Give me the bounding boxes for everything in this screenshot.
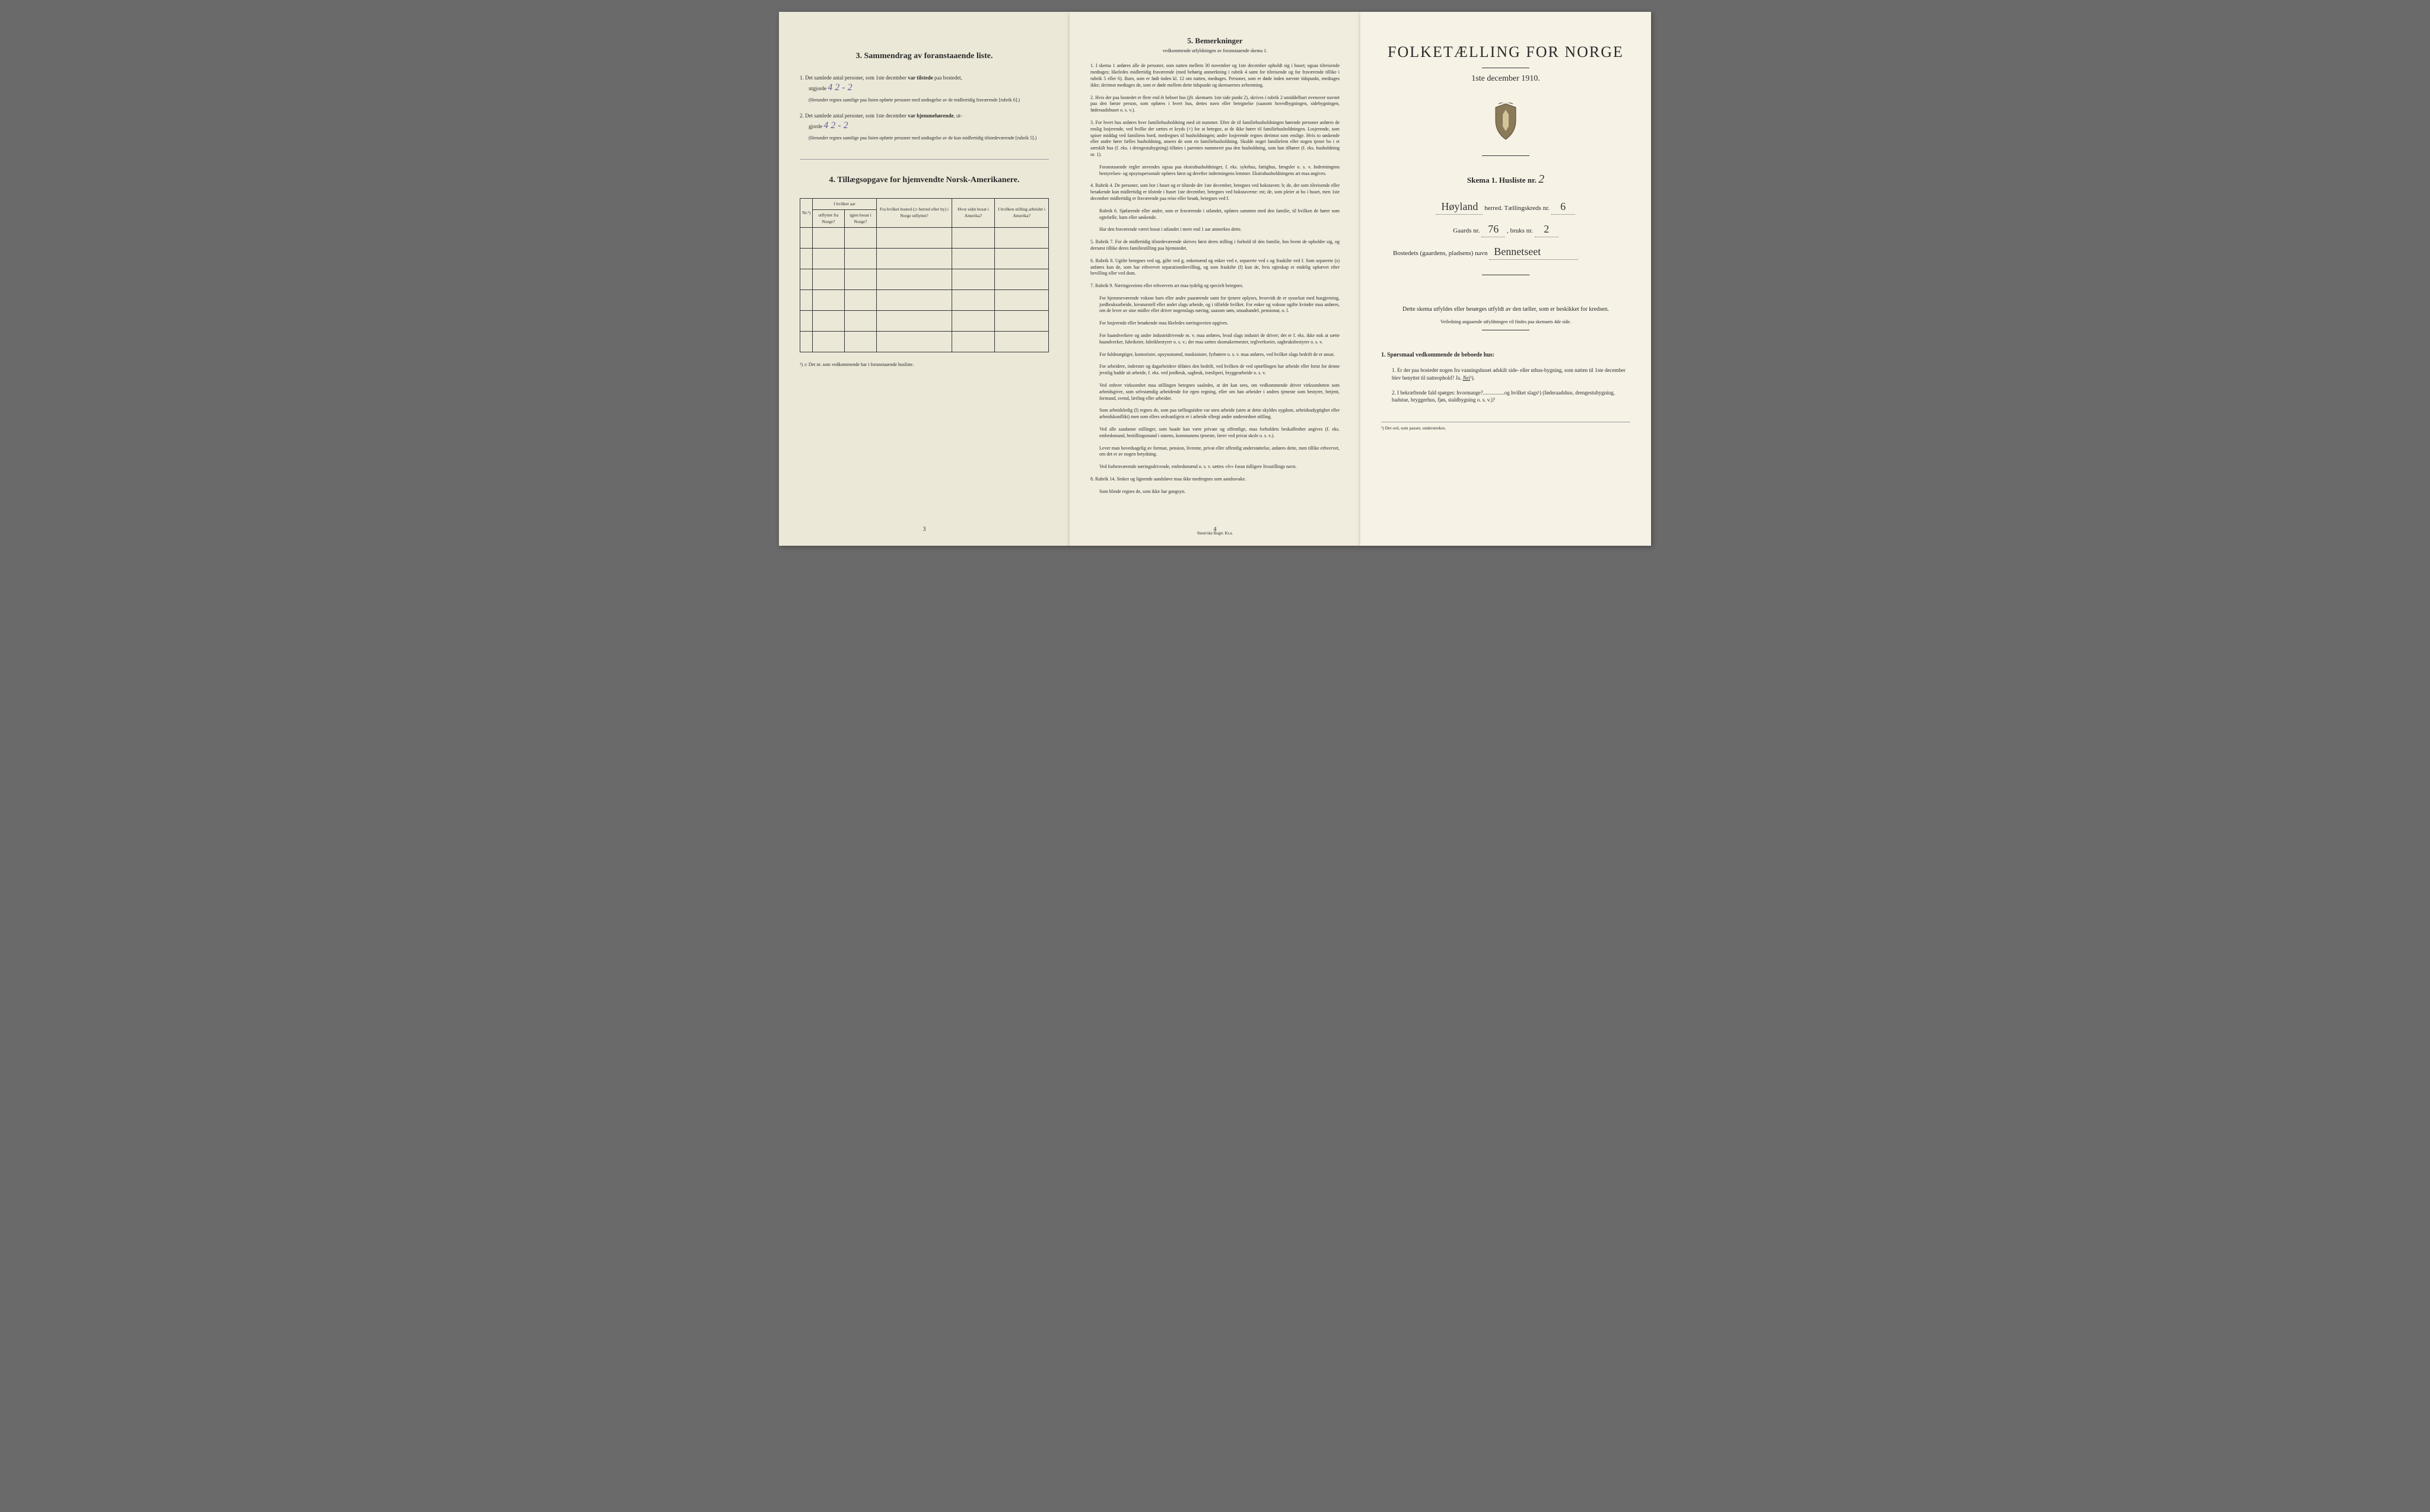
bemerk-item: Som arbeidsledig (l) regnes de, som paa … bbox=[1099, 408, 1340, 421]
divider bbox=[800, 159, 1049, 160]
question-2: 2. I bekræftende fald spørges: hvormange… bbox=[1392, 389, 1630, 404]
section-4-title: 4. Tillægsopgave for hjemvendte Norsk-Am… bbox=[800, 174, 1049, 186]
page-number: 3 bbox=[923, 526, 926, 534]
table-row bbox=[800, 249, 1049, 269]
bemerk-item: 6. Rubrik 8. Ugifte betegnes ved ug, gif… bbox=[1090, 258, 1340, 277]
bemerk-item: 5. Rubrik 7. For de midlertidig tilstede… bbox=[1090, 239, 1340, 252]
bemerk-item: Har den fraværende været bosat i utlande… bbox=[1099, 227, 1340, 233]
bemerk-item: For fuldmægtiger, kontorister, opsynsmæn… bbox=[1099, 352, 1340, 358]
table-row bbox=[800, 269, 1049, 290]
th-amerika: Hvor sidst bosat i Amerika? bbox=[952, 198, 995, 228]
bosted-line: Bostedets (gaardens, pladsens) navn Benn… bbox=[1393, 244, 1630, 260]
q1-nei: Nei bbox=[1462, 375, 1470, 381]
bemerk-item: Som blinde regnes de, som ikke har gangs… bbox=[1099, 489, 1340, 495]
item-1-note: (Herunder regnes samtlige paa listen opf… bbox=[809, 97, 1049, 103]
th-bosat: igjen bosat i Norge? bbox=[844, 210, 877, 228]
question-1: 1. Er der paa bostedet nogen fra vaaning… bbox=[1392, 367, 1630, 381]
table-row bbox=[800, 311, 1049, 332]
item-1-bold: var tilstede bbox=[908, 75, 933, 81]
item-1: 1. Det samlede antal personer, som 1ste … bbox=[800, 74, 1049, 103]
instructions: Dette skema utfyldes eller besørges utfy… bbox=[1381, 305, 1630, 314]
item-1-utgjorde: utgjorde bbox=[809, 85, 826, 91]
th-utflyttet: utflyttet fra Norge? bbox=[813, 210, 844, 228]
item-2-text2: , ut- bbox=[953, 113, 962, 119]
item-2-gjorde: gjorde bbox=[809, 123, 822, 129]
page-1: 3. Sammendrag av foranstaaende liste. 1.… bbox=[779, 12, 1070, 546]
item-1-text: 1. Det samlede antal personer, som 1ste … bbox=[800, 75, 908, 81]
bemerk-item: 7. Rubrik 9. Næringsveiens eller erhverv… bbox=[1090, 283, 1340, 289]
kreds-handwritten: 6 bbox=[1551, 199, 1575, 215]
bemerk-item: 2. Hvis der paa bostedet er flere end ét… bbox=[1090, 95, 1340, 114]
table-row bbox=[800, 332, 1049, 352]
instructions-sub: Veiledning angaaende utfyldningen vil fi… bbox=[1381, 319, 1630, 325]
coat-of-arms bbox=[1381, 103, 1630, 144]
item-1-text2: paa bostedet, bbox=[933, 75, 962, 81]
footnote-1: ¹) ɔ: Det nr. som vedkommende har i fora… bbox=[800, 361, 1049, 368]
bruks-handwritten: 2 bbox=[1535, 222, 1558, 237]
bemerk-item: For arbeidere, inderster og dagarbeidere… bbox=[1099, 364, 1340, 377]
bemerk-item: For hjemmeværende voksne barn eller andr… bbox=[1099, 295, 1340, 314]
item-2-note: (Herunder regnes samtlige paa listen opf… bbox=[809, 135, 1049, 141]
crest-divider bbox=[1482, 155, 1529, 156]
bemerkninger-title: 5. Bemerkninger bbox=[1090, 36, 1340, 46]
item-2-text: 2. Det samlede antal personer, som 1ste … bbox=[800, 113, 908, 119]
q1-text: 1. Er der paa bostedet nogen fra vaaning… bbox=[1392, 367, 1626, 381]
bemerk-item: 3. For hvert hus anføres hver familiehus… bbox=[1090, 120, 1340, 158]
item-2: 2. Det samlede antal personer, som 1ste … bbox=[800, 112, 1049, 141]
gaards-line: Gaards nr. 76 , bruks nr. 2 bbox=[1381, 222, 1630, 237]
item-2-bold: var hjemmehørende bbox=[908, 113, 953, 119]
bemerkninger-list: 1. I skema 1 anføres alle de personer, s… bbox=[1090, 63, 1340, 495]
table-row bbox=[800, 228, 1049, 249]
bemerk-item: Foranstaaende regler anvendes ogsaa paa … bbox=[1099, 164, 1340, 177]
bottom-footnote: ¹) Det ord, som passer, understrekes. bbox=[1381, 422, 1630, 432]
th-aar: I hvilket aar bbox=[813, 198, 877, 210]
herred-label: herred. Tællingskreds nr. bbox=[1484, 205, 1550, 212]
bruks-label: , bruks nr. bbox=[1507, 227, 1533, 234]
herred-line: Høyland herred. Tællingskreds nr. 6 bbox=[1381, 199, 1630, 215]
bemerk-item: Rubrik 6. Sjøfarende eller andre, som er… bbox=[1099, 208, 1340, 221]
bemerk-item: Ved forhenværende næringsdrivende, embed… bbox=[1099, 464, 1340, 470]
bemerk-item: Ved alle saadanne stillinger, som baade … bbox=[1099, 426, 1340, 440]
bosted-handwritten: Bennetseet bbox=[1489, 244, 1578, 260]
bemerk-item: 4. Rubrik 4. De personer, som bor i huse… bbox=[1090, 183, 1340, 202]
question-section: 1. Spørsmaal vedkommende de beboede hus:… bbox=[1381, 351, 1630, 403]
skema-number: 2 bbox=[1538, 173, 1544, 186]
bemerk-item: Ved enhver virksomhet maa stillingen bet… bbox=[1099, 383, 1340, 402]
document-container: 3. Sammendrag av foranstaaende liste. 1.… bbox=[779, 12, 1651, 546]
q1-sup: ¹). bbox=[1470, 375, 1475, 381]
page-2: 5. Bemerkninger vedkommende utfyldningen… bbox=[1070, 12, 1360, 546]
bemerk-item: For losjerende eller besøkende maa likel… bbox=[1099, 320, 1340, 327]
bemerk-item: For haandverkere og andre industridriven… bbox=[1099, 333, 1340, 346]
herred-handwritten: Høyland bbox=[1436, 199, 1483, 215]
page-3: FOLKETÆLLING FOR NORGE 1ste december 191… bbox=[1360, 12, 1651, 546]
table-row bbox=[800, 290, 1049, 311]
item-1-handwritten: 4 2 - 2 bbox=[828, 82, 852, 93]
th-bosted: Fra hvilket bosted (ɔ: herred eller by) … bbox=[877, 198, 952, 228]
bemerkninger-subtitle: vedkommende utfyldningen av foranstaaend… bbox=[1090, 47, 1340, 54]
bemerk-item: 8. Rubrik 14. Sinker og lignende aandslø… bbox=[1090, 476, 1340, 483]
publisher: Steen'ske Bogtr. Kr.a. bbox=[1197, 531, 1233, 537]
item-2-handwritten: 4 2 - 2 bbox=[823, 120, 848, 130]
norsk-amerikanere-table: Nr.¹) I hvilket aar Fra hvilket bosted (… bbox=[800, 198, 1049, 353]
gaards-label: Gaards nr. bbox=[1453, 227, 1480, 234]
skema-line: Skema 1. Husliste nr. 2 bbox=[1381, 171, 1630, 187]
gaards-handwritten: 76 bbox=[1481, 222, 1505, 237]
sub-title: 1ste december 1910. bbox=[1381, 73, 1630, 85]
bemerk-item: 1. I skema 1 anføres alle de personer, s… bbox=[1090, 63, 1340, 88]
skema-label: Skema 1. Husliste nr. bbox=[1467, 176, 1537, 184]
bosted-label: Bostedets (gaardens, pladsens) navn bbox=[1393, 250, 1487, 257]
bemerk-item: Lever man hovedsagelig av formue, pensio… bbox=[1099, 445, 1340, 459]
section-3-title: 3. Sammendrag av foranstaaende liste. bbox=[800, 50, 1049, 62]
th-nr: Nr.¹) bbox=[800, 198, 813, 228]
question-title: 1. Spørsmaal vedkommende de beboede hus: bbox=[1381, 351, 1630, 359]
th-stilling: I hvilken stilling arbeidet i Amerika? bbox=[995, 198, 1049, 228]
main-title: FOLKETÆLLING FOR NORGE bbox=[1381, 42, 1630, 63]
